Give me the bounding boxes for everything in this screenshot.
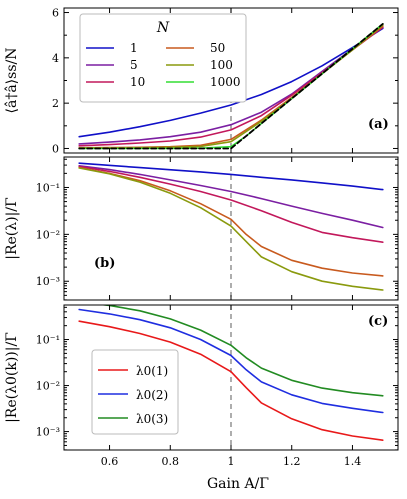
series-group (78, 22, 384, 150)
legend-label: 10 (130, 75, 145, 89)
y-tick-label: 10⁻¹ (36, 181, 60, 194)
y-axis-label: |Re(λ0(k))|/Γ (4, 332, 20, 423)
legend-label: 50 (210, 41, 225, 55)
legend-label: 1 (130, 41, 138, 55)
series-line-5 (78, 165, 384, 229)
x-tick-label: 0.8 (162, 455, 180, 468)
series-line-03 (98, 305, 384, 397)
legend-label: 5 (130, 58, 138, 72)
y-tick-label: 10⁻² (36, 228, 60, 241)
panel-label: (c) (368, 314, 388, 329)
panel-label: (a) (368, 117, 389, 132)
y-tick-label: 2 (52, 97, 59, 110)
x-tick-label: 1.4 (344, 455, 362, 468)
legend: λ0(1) λ0(2) λ0(3) (91, 349, 179, 435)
x-axis-title: Gain A/Γ (207, 476, 269, 492)
y-tick-label: 10⁻¹ (36, 334, 60, 347)
y-tick-label: 10⁻³ (36, 275, 60, 288)
legend-label: λ0(3) (136, 412, 168, 426)
panel-2: 10⁻³ 10⁻² 10⁻¹ |Re(λ)|/Γ (b) (4, 156, 399, 301)
legend: N 1 5 10 50 100 1000 (79, 13, 247, 103)
series-line-50 (78, 166, 384, 277)
legend-label: 1000 (210, 75, 241, 89)
y-tick-label: 0 (52, 142, 59, 155)
series-line-5 (78, 26, 384, 145)
series-line-02 (78, 308, 384, 414)
x-tick-label: 1.2 (283, 455, 301, 468)
series-line-10 (78, 165, 384, 243)
legend-label: 100 (210, 58, 233, 72)
y-axis-label: |Re(λ)|/Γ (4, 197, 20, 260)
y-tick-label: 4 (52, 52, 59, 65)
x-tick-label: 1 (228, 455, 235, 468)
series-line-100 (78, 167, 384, 291)
x-tick-label: 0.6 (101, 455, 119, 468)
panel-1: 0 2 4 6 ⟨â†â⟩ss/N (a) N 1 5 10 50 100 1000 (4, 7, 399, 155)
series-group (78, 162, 384, 291)
series-line-1 (78, 27, 384, 138)
panel-3: 0.6 0.8 1 1.2 1.4 10⁻³ 10⁻² 10⁻¹ |Re(λ0(k))|/Γ (c… (4, 304, 399, 468)
series-line-01 (78, 320, 384, 442)
y-axis-label: ⟨â†â⟩ss/N (4, 48, 20, 114)
series-line-1 (78, 162, 384, 191)
legend-label: λ0(2) (136, 388, 168, 402)
legend-box (91, 349, 179, 435)
legend-title: N (156, 20, 170, 36)
y-tick-label: 6 (52, 7, 59, 20)
series-group (78, 305, 384, 442)
legend-box (79, 13, 247, 103)
panel-label: (b) (94, 256, 115, 271)
y-tick-label: 10⁻³ (36, 426, 60, 439)
y-tick-label: 10⁻² (36, 380, 60, 393)
x-axis-label: Gain A/Γ (207, 476, 269, 492)
legend-label: λ0(1) (136, 364, 168, 378)
